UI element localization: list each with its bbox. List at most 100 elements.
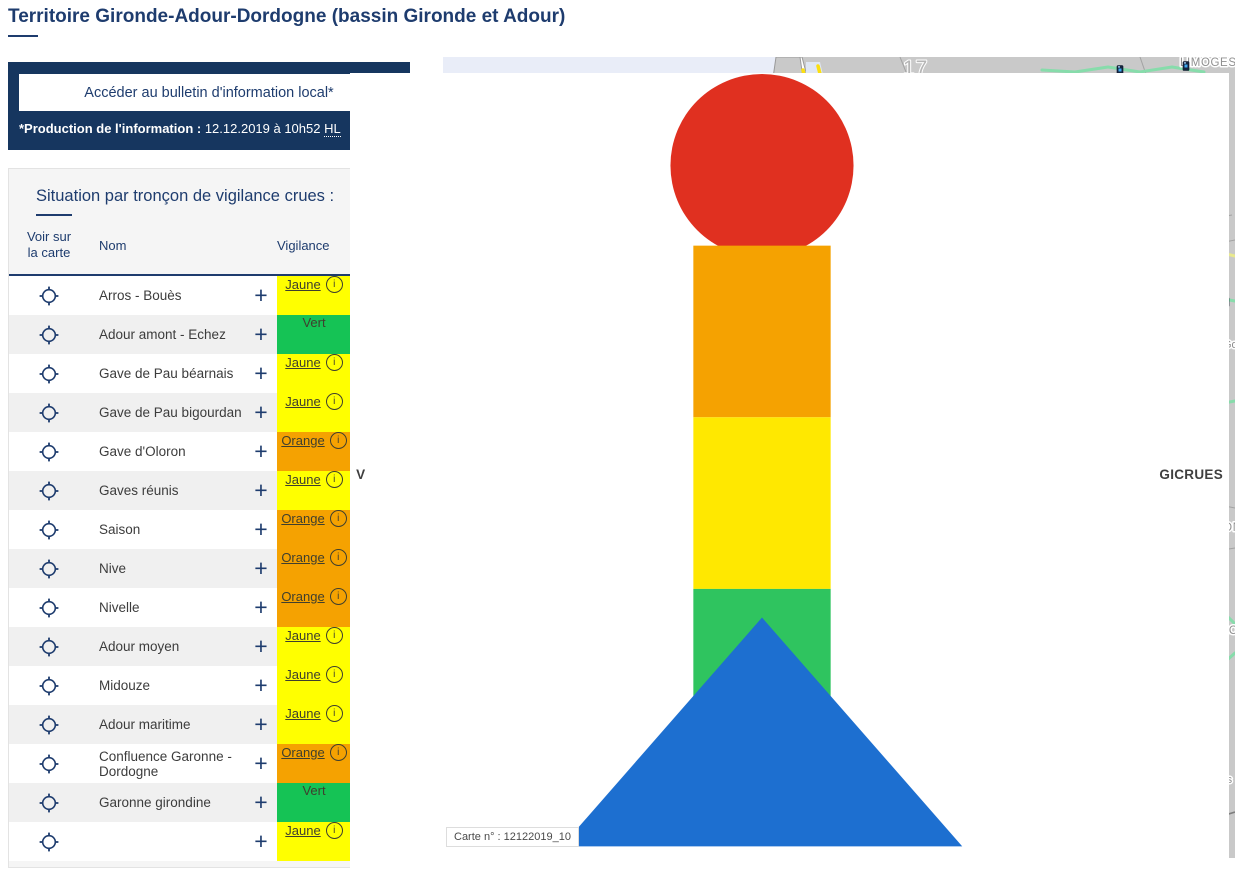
info-icon[interactable]: i: [325, 393, 343, 410]
info-icon[interactable]: i: [325, 471, 343, 488]
vigilance-badge[interactable]: Orange i: [277, 588, 351, 605]
expand-plus-icon[interactable]: +: [254, 399, 268, 425]
vigilance-badge[interactable]: Jaune i: [277, 276, 351, 293]
expand-plus-icon[interactable]: +: [254, 477, 268, 503]
table-row: Gave de Pau béarnais + Jaune i: [9, 354, 395, 393]
locate-crosshair-icon[interactable]: [38, 441, 60, 463]
vigilance-badge[interactable]: Jaune i: [277, 354, 351, 371]
locate-crosshair-icon[interactable]: [38, 675, 60, 697]
troncon-name: Adour maritime: [99, 717, 191, 732]
locate-crosshair-icon[interactable]: [38, 285, 60, 307]
locate-crosshair-icon[interactable]: [38, 363, 60, 385]
locate-crosshair-icon[interactable]: [38, 519, 60, 541]
page-title: Territoire Gironde-Adour-Dordogne (bassi…: [8, 6, 565, 37]
vigilance-badge[interactable]: Jaune i: [277, 666, 351, 683]
table-row: Nivelle + Orange i: [9, 588, 395, 627]
troncon-name: [89, 822, 245, 861]
info-icon[interactable]: i: [325, 354, 343, 371]
troncon-name: Garonne girondine: [99, 795, 211, 810]
locate-crosshair-icon[interactable]: [38, 753, 60, 775]
vigicrues-gauge-icon: [562, 74, 963, 847]
hl-link[interactable]: HL: [324, 121, 341, 137]
locate-crosshair-icon[interactable]: [38, 324, 60, 346]
vigilance-badge[interactable]: Jaune i: [277, 627, 351, 644]
info-icon[interactable]: i: [325, 276, 343, 293]
vigilance-badge[interactable]: Orange i: [277, 744, 351, 761]
info-icon[interactable]: i: [325, 627, 343, 644]
vigicrues-logo: V GICRUES: [350, 73, 1229, 877]
troncon-name: Arros - Bouès: [99, 288, 182, 303]
troncon-name: Gave d'Oloron: [99, 444, 186, 459]
expand-plus-icon[interactable]: +: [254, 282, 268, 308]
production-label: *Production de l'information :: [19, 121, 202, 136]
vigilance-badge[interactable]: Jaune i: [277, 822, 351, 839]
troncon-name: Saison: [99, 522, 141, 537]
locate-crosshair-icon[interactable]: [38, 558, 60, 580]
vigilance-badge[interactable]: Jaune i: [277, 471, 351, 488]
info-icon[interactable]: i: [329, 510, 347, 527]
expand-plus-icon[interactable]: +: [254, 594, 268, 620]
troncon-name: Confluence Garonne - Dordogne: [99, 748, 232, 779]
vigilance-map[interactable]: LIMOGES87La RochefoucauldANGOULÊMESainte…: [350, 57, 1235, 877]
table-row: Garonne girondine + Vert: [9, 783, 395, 822]
locate-crosshair-icon[interactable]: [38, 792, 60, 814]
troncon-name: Adour amont - Echez: [99, 327, 226, 342]
vigilance-badge[interactable]: Orange i: [277, 510, 351, 527]
locate-crosshair-icon[interactable]: [38, 597, 60, 619]
header-vigilance: Vigilance: [277, 237, 330, 253]
expand-plus-icon[interactable]: +: [254, 321, 268, 347]
vigilance-badge[interactable]: Orange i: [277, 432, 351, 449]
bulletin-button[interactable]: Accéder au bulletin d'information local*: [19, 74, 399, 111]
info-icon[interactable]: i: [325, 705, 343, 722]
info-icon[interactable]: i: [325, 822, 343, 839]
locate-crosshair-icon[interactable]: [38, 831, 60, 853]
map-number: Carte n° : 12122019_10: [446, 827, 579, 847]
info-icon[interactable]: i: [329, 588, 347, 605]
table-row: Saison + Orange i: [9, 510, 395, 549]
expand-plus-icon[interactable]: +: [254, 750, 268, 776]
vigilance-badge[interactable]: Jaune i: [277, 705, 351, 722]
production-value: 12.12.2019 à 10h52: [201, 121, 325, 136]
vigilance-badge[interactable]: Jaune i: [277, 393, 351, 410]
locate-crosshair-icon[interactable]: [38, 636, 60, 658]
locate-crosshair-icon[interactable]: [38, 480, 60, 502]
table-row: Adour amont - Echez + Vert: [9, 315, 395, 354]
expand-plus-icon[interactable]: +: [254, 672, 268, 698]
troncon-name: Midouze: [99, 678, 151, 693]
table-row: + Jaune i: [9, 822, 395, 861]
vigilance-badge[interactable]: Orange i: [277, 549, 351, 566]
expand-plus-icon[interactable]: +: [254, 438, 268, 464]
info-icon[interactable]: i: [329, 432, 347, 449]
info-icon[interactable]: i: [325, 666, 343, 683]
header-nom: Nom: [99, 237, 127, 253]
table-row: Gave d'Oloron + Orange i: [9, 432, 395, 471]
production-info: *Production de l'information : 12.12.201…: [19, 121, 399, 137]
info-icon[interactable]: i: [329, 744, 347, 761]
expand-plus-icon[interactable]: +: [254, 555, 268, 581]
troncon-name: Gave de Pau bigourdan: [99, 405, 242, 420]
expand-plus-icon[interactable]: +: [254, 360, 268, 386]
troncon-name: Gaves réunis: [99, 483, 179, 498]
table-row: Adour maritime + Jaune i: [9, 705, 395, 744]
locate-crosshair-icon[interactable]: [38, 402, 60, 424]
troncon-name: Gave de Pau béarnais: [99, 366, 234, 381]
vigilance-badge[interactable]: Vert: [302, 783, 326, 798]
troncon-name: Nivelle: [99, 600, 140, 615]
expand-plus-icon[interactable]: +: [254, 789, 268, 815]
info-icon[interactable]: i: [329, 549, 347, 566]
expand-plus-icon[interactable]: +: [254, 828, 268, 854]
locate-crosshair-icon[interactable]: [38, 714, 60, 736]
table-row: Midouze + Jaune i: [9, 666, 395, 705]
map-station-marker[interactable]: [1182, 61, 1190, 71]
info-box: Accéder au bulletin d'information local*…: [8, 62, 410, 150]
table-row: Adour moyen + Jaune i: [9, 627, 395, 666]
table-row: Confluence Garonne - Dordogne + Orange i: [9, 744, 395, 783]
expand-plus-icon[interactable]: +: [254, 711, 268, 737]
vigilance-panel: Situation par tronçon de vigilance crues…: [8, 168, 410, 868]
expand-plus-icon[interactable]: +: [254, 633, 268, 659]
vigilance-badge[interactable]: Vert: [302, 315, 326, 330]
expand-plus-icon[interactable]: +: [254, 516, 268, 542]
table-row: Arros - Bouès + Jaune i: [9, 276, 395, 315]
table-row: Gave de Pau bigourdan + Jaune i: [9, 393, 395, 432]
